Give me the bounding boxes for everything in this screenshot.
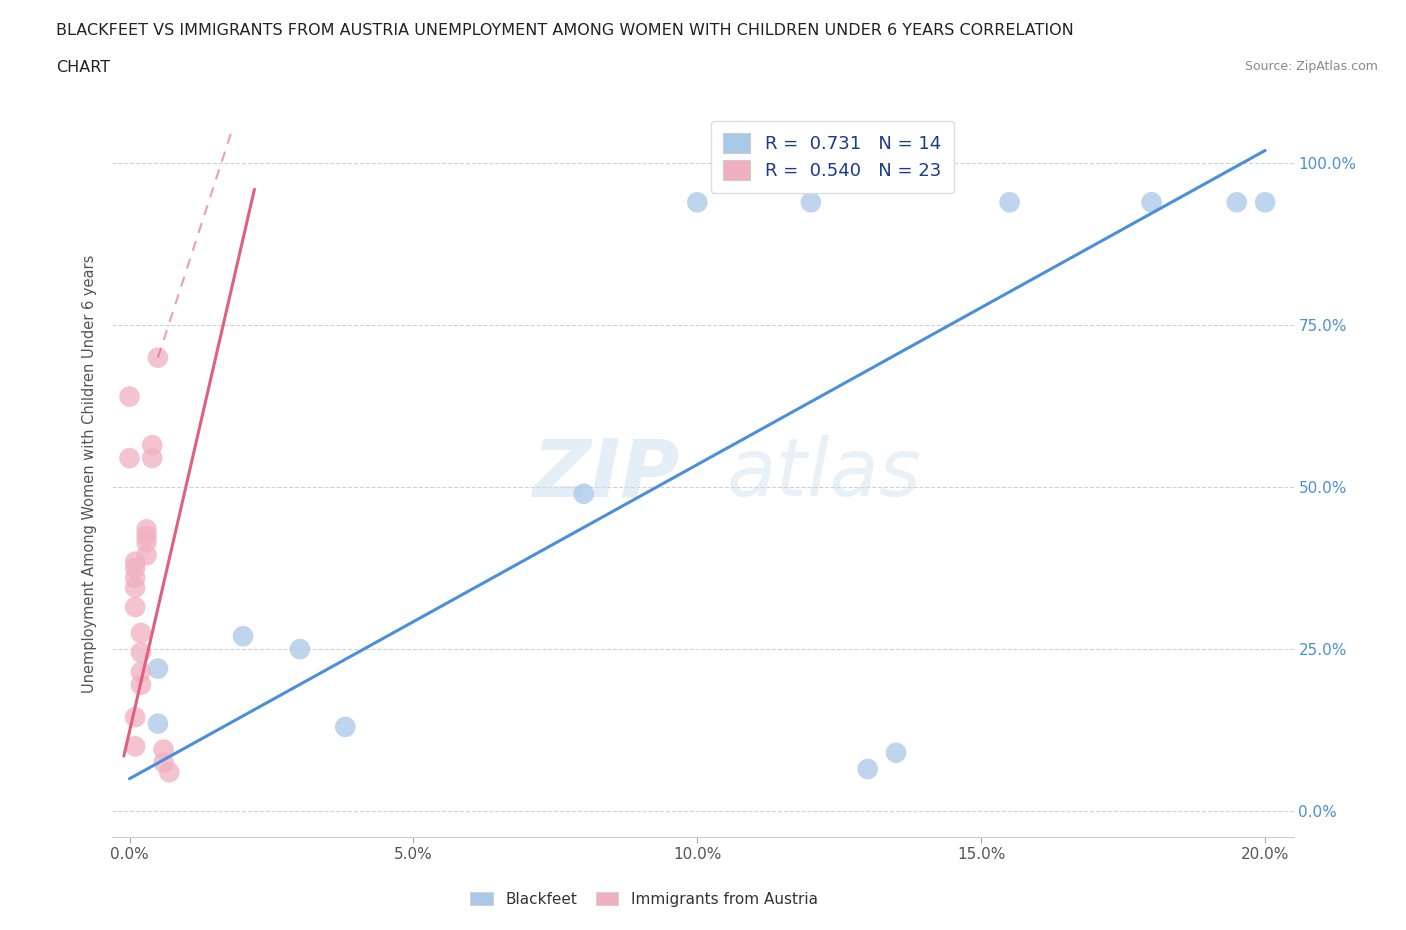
Point bbox=[129, 626, 152, 641]
Point bbox=[124, 570, 146, 585]
Point bbox=[152, 742, 174, 757]
Point bbox=[146, 716, 169, 731]
Point bbox=[129, 645, 152, 660]
Y-axis label: Unemployment Among Women with Children Under 6 years: Unemployment Among Women with Children U… bbox=[82, 255, 97, 694]
Point bbox=[129, 664, 152, 679]
Point bbox=[800, 195, 823, 210]
Point bbox=[232, 629, 254, 644]
Point bbox=[686, 195, 709, 210]
Point bbox=[146, 351, 169, 365]
Text: atlas: atlas bbox=[727, 435, 921, 513]
Point bbox=[335, 720, 357, 735]
Point bbox=[1226, 195, 1249, 210]
Point bbox=[884, 745, 907, 760]
Point bbox=[124, 554, 146, 569]
Point bbox=[856, 762, 879, 777]
Point bbox=[288, 642, 311, 657]
Text: CHART: CHART bbox=[56, 60, 110, 75]
Point bbox=[135, 528, 157, 543]
Point bbox=[146, 661, 169, 676]
Point bbox=[124, 561, 146, 576]
Point bbox=[124, 600, 146, 615]
Point bbox=[118, 389, 141, 404]
Point bbox=[124, 738, 146, 753]
Point bbox=[124, 710, 146, 724]
Text: BLACKFEET VS IMMIGRANTS FROM AUSTRIA UNEMPLOYMENT AMONG WOMEN WITH CHILDREN UNDE: BLACKFEET VS IMMIGRANTS FROM AUSTRIA UNE… bbox=[56, 23, 1074, 38]
Legend: Blackfeet, Immigrants from Austria: Blackfeet, Immigrants from Austria bbox=[464, 885, 824, 912]
Point bbox=[135, 535, 157, 550]
Text: ZIP: ZIP bbox=[531, 435, 679, 513]
Point bbox=[572, 486, 595, 501]
Point bbox=[141, 438, 163, 453]
Point bbox=[124, 580, 146, 595]
Point bbox=[1140, 195, 1163, 210]
Point bbox=[135, 548, 157, 563]
Point bbox=[998, 195, 1021, 210]
Point bbox=[129, 677, 152, 692]
Point bbox=[118, 451, 141, 466]
Point bbox=[157, 764, 180, 779]
Point bbox=[152, 755, 174, 770]
Point bbox=[135, 522, 157, 537]
Point bbox=[1254, 195, 1277, 210]
Point bbox=[141, 451, 163, 466]
Text: Source: ZipAtlas.com: Source: ZipAtlas.com bbox=[1244, 60, 1378, 73]
